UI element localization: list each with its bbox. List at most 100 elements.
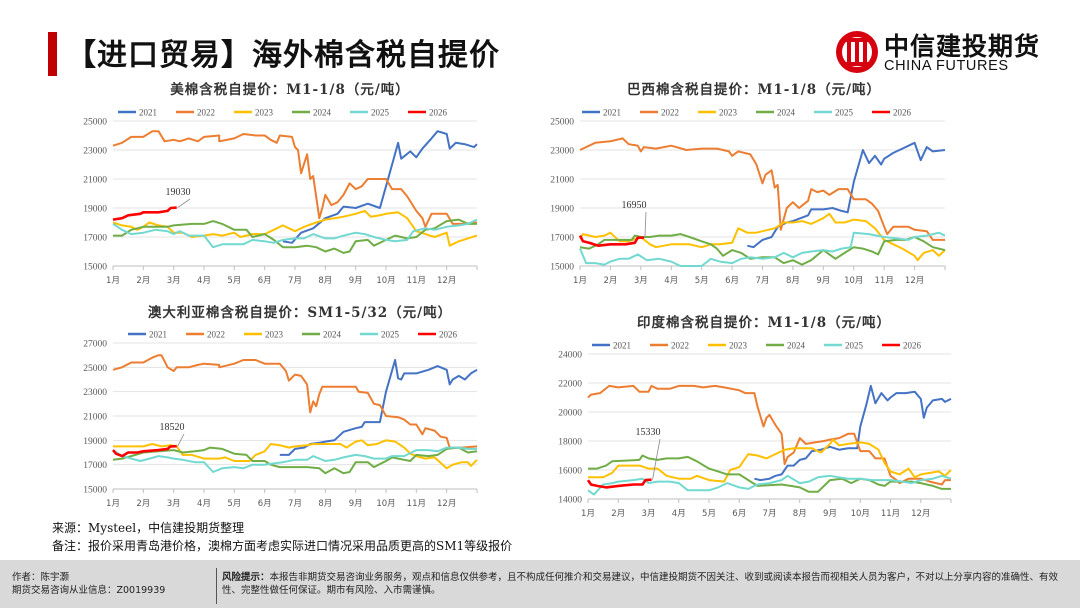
legend-label-2024: 2024	[787, 341, 806, 351]
x-tick-label: 11月	[407, 276, 426, 286]
x-tick-label: 6月	[258, 499, 272, 509]
legend-label-2021: 2021	[149, 330, 167, 340]
chart-0: 美棉含税自提价：M1-1/8（元/吨） 2021 2022 2023 2024 2025 2…	[83, 81, 478, 286]
legend-label-2025: 2025	[381, 330, 400, 340]
citic-emblem-icon	[836, 31, 878, 73]
series-line-2024	[113, 218, 477, 254]
series-line-2023	[113, 439, 478, 470]
x-tick-label: 6月	[732, 509, 746, 519]
x-tick-label: 12月	[437, 276, 456, 286]
y-tick-label: 23000	[550, 147, 574, 157]
x-tick-label: 10月	[376, 276, 395, 286]
series-line-2026	[112, 206, 177, 221]
x-tick-label: 3月	[642, 509, 656, 519]
annotation-leader	[177, 433, 185, 447]
x-tick-label: 1月	[573, 276, 587, 286]
x-tick-label: 12月	[437, 499, 456, 509]
legend-label-2023: 2023	[255, 108, 274, 118]
series-line-2025	[112, 218, 478, 249]
y-tick-label: 14000	[558, 496, 582, 506]
y-tick-label: 21000	[83, 176, 107, 186]
y-tick-label: 20000	[558, 409, 582, 419]
legend-label-2023: 2023	[719, 108, 738, 118]
series-line-2024	[112, 446, 478, 475]
x-tick-label: 9月	[816, 276, 830, 286]
y-tick-label: 22000	[558, 380, 582, 390]
x-tick-label: 5月	[227, 276, 241, 286]
legend-label-2021: 2021	[613, 341, 631, 351]
risk-disclaimer: 风险提示：本报告非期货交易咨询业务服务，观点和信息仅供参考，且不构成任何推介和交…	[222, 571, 1062, 597]
legend-label-2021: 2021	[139, 108, 157, 118]
series-line-2026	[112, 444, 177, 458]
x-tick-label: 7月	[288, 499, 302, 509]
chart-3: 印度棉含税自提价：M1-1/8（元/吨） 2021 2022 2023 2024 2025…	[558, 314, 952, 519]
author-info: 作者：陈宇灏 期货交易咨询从业信息：Z0019939	[12, 571, 165, 597]
y-tick-label: 19000	[550, 205, 574, 215]
series-line-2025	[112, 446, 477, 473]
legend-label-2022: 2022	[661, 108, 679, 118]
legend-label-2022: 2022	[671, 341, 689, 351]
series-line-2026	[578, 234, 644, 247]
company-logo: 中信建投期货 CHINA FUTURES	[834, 27, 1039, 77]
x-tick-label: 10月	[851, 509, 870, 519]
x-tick-label: 1月	[106, 499, 120, 509]
y-tick-label: 16000	[558, 467, 582, 477]
y-tick-label: 25000	[83, 364, 107, 374]
annotation-leader	[644, 211, 647, 238]
x-tick-label: 8月	[318, 276, 332, 286]
series-line-2025	[579, 231, 946, 267]
risk-text: 本报告非期货交易咨询业务服务，观点和信息仅供参考，且不构成任何推介和交易建议，中…	[222, 572, 1059, 596]
logo-text-en: CHINA FUTURES	[884, 58, 1009, 74]
series-line-2023	[588, 438, 952, 483]
page-title: 【进口贸易】海外棉含税自提价	[66, 38, 500, 73]
series-line-2024	[588, 454, 951, 493]
y-tick-label: 23000	[83, 147, 107, 157]
y-tick-label: 15000	[83, 486, 107, 496]
chart-title: 巴西棉含税自提价：M1-1/8（元/吨）	[627, 81, 881, 98]
legend-label-2022: 2022	[197, 108, 215, 118]
x-tick-label: 7月	[756, 276, 770, 286]
legend-label-2023: 2023	[729, 341, 748, 351]
legend-label-2026: 2026	[439, 330, 458, 340]
y-tick-label: 21000	[550, 176, 574, 186]
legend-label-2021: 2021	[603, 108, 621, 118]
x-tick-label: 3月	[634, 276, 648, 286]
legend-label-2026: 2026	[893, 108, 912, 118]
legend-label-2025: 2025	[371, 108, 390, 118]
x-tick-label: 5月	[695, 276, 709, 286]
x-tick-label: 8月	[786, 276, 800, 286]
x-tick-label: 5月	[227, 499, 241, 509]
legend-label-2026: 2026	[429, 108, 448, 118]
y-tick-label: 15000	[550, 263, 574, 273]
series-line-2021	[754, 384, 952, 482]
x-tick-label: 2月	[611, 509, 625, 519]
x-tick-label: 9月	[349, 499, 363, 509]
x-tick-label: 2月	[136, 499, 150, 509]
x-tick-label: 6月	[258, 276, 272, 286]
title-accent-bar	[48, 32, 57, 76]
x-tick-label: 11月	[881, 509, 900, 519]
footer: 作者：陈宇灏 期货交易咨询从业信息：Z0019939 风险提示：本报告非期货交易…	[0, 560, 1080, 608]
x-tick-label: 7月	[288, 276, 302, 286]
x-tick-label: 5月	[702, 509, 716, 519]
series-line-2021	[282, 130, 478, 244]
annotation-label: 15330	[636, 427, 661, 438]
x-tick-label: 3月	[167, 499, 181, 509]
x-tick-label: 11月	[875, 276, 894, 286]
annotation-leader	[652, 438, 661, 480]
y-tick-label: 25000	[83, 118, 107, 128]
y-tick-label: 17000	[83, 234, 107, 244]
risk-label: 风险提示：	[222, 572, 270, 583]
source-note: 来源：Mysteel，中信建投期货整理	[52, 521, 245, 535]
y-tick-label: 15000	[83, 263, 107, 273]
annotation-label: 19030	[166, 187, 191, 198]
x-tick-label: 12月	[905, 276, 924, 286]
annotation-label: 18520	[160, 422, 185, 433]
x-tick-label: 4月	[672, 509, 686, 519]
x-tick-label: 6月	[725, 276, 739, 286]
x-tick-label: 3月	[167, 276, 181, 286]
y-tick-label: 19000	[83, 437, 107, 447]
y-tick-label: 17000	[83, 461, 107, 471]
series-line-2026	[586, 478, 652, 489]
legend-label-2023: 2023	[265, 330, 284, 340]
